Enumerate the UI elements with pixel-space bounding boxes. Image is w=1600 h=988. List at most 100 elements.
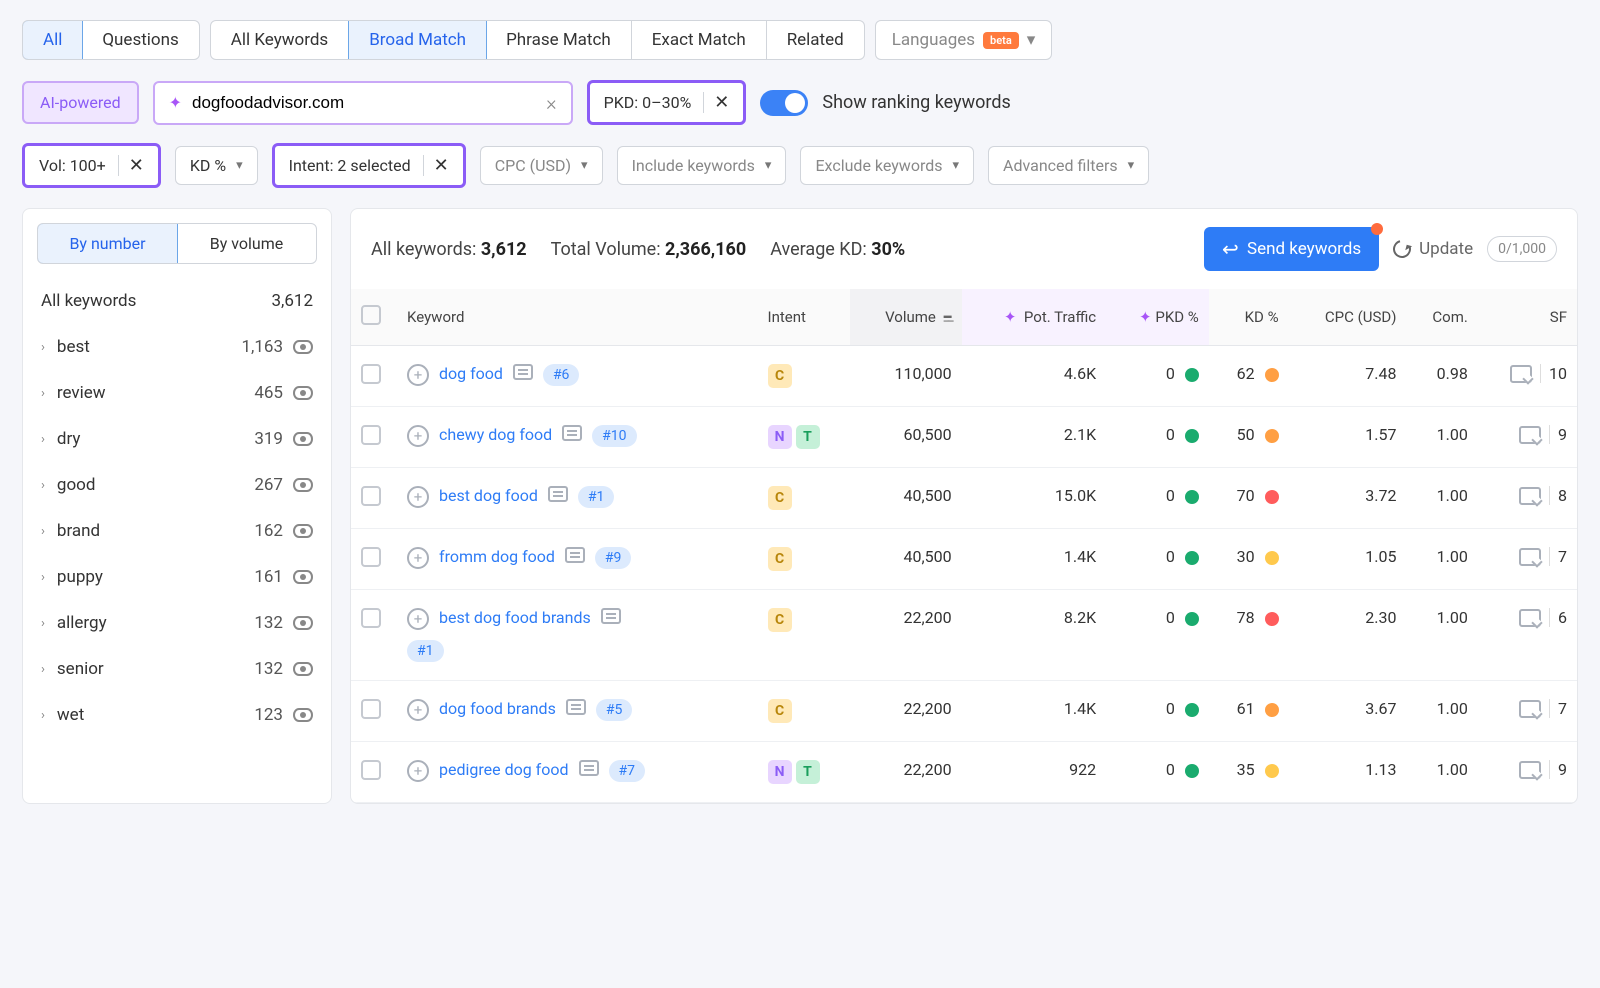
content-panel: All keywords: 3,612 Total Volume: 2,366,… [350,208,1578,804]
sidebar-item-senior[interactable]: ›senior 132 [41,646,313,692]
exclude-filter-chip[interactable]: Exclude keywords ▾ [800,146,974,185]
update-button[interactable]: Update [1393,239,1473,259]
pot-traffic-cell: 2.1K [962,407,1107,468]
keyword-link[interactable]: pedigree dog food [439,760,569,779]
serp-icon[interactable] [565,547,585,563]
expand-icon[interactable]: + [407,364,429,386]
pkd-cell: 0 [1106,681,1209,742]
keyword-link[interactable]: fromm dog food [439,547,555,566]
col-com[interactable]: Com. [1406,289,1477,346]
volume-filter-close-icon[interactable]: ✕ [118,155,144,176]
serp-features-icon[interactable] [1519,548,1541,566]
row-checkbox[interactable] [361,547,381,567]
tab-related[interactable]: Related [767,21,864,59]
tab-broad-match[interactable]: Broad Match [348,20,487,60]
sf-count: 10 [1540,364,1567,383]
sidebar-item-wet[interactable]: ›wet 123 [41,692,313,738]
eye-icon[interactable] [293,616,313,630]
sidebar-all-keywords[interactable]: All keywords 3,612 [41,278,313,324]
include-filter-chip[interactable]: Include keywords ▾ [617,146,787,185]
sidebar-item-review[interactable]: ›review 465 [41,370,313,416]
col-pkd[interactable]: ✦ PKD % [1106,289,1209,346]
expand-icon[interactable]: + [407,425,429,447]
serp-features-icon[interactable] [1519,426,1541,444]
chevron-down-icon: ▾ [581,158,588,173]
languages-dropdown[interactable]: Languages beta ▾ [875,20,1053,60]
volume-filter-chip[interactable]: Vol: 100+ ✕ [22,143,161,188]
row-checkbox[interactable] [361,425,381,445]
serp-icon[interactable] [566,699,586,715]
eye-icon[interactable] [293,386,313,400]
expand-icon[interactable]: + [407,547,429,569]
eye-icon[interactable] [293,524,313,538]
tab-all-keywords[interactable]: All Keywords [211,21,349,59]
col-kd[interactable]: KD % [1209,289,1289,346]
eye-icon[interactable] [293,340,313,354]
expand-icon[interactable]: + [407,486,429,508]
expand-icon[interactable]: + [407,608,429,630]
sidebar-item-puppy[interactable]: ›puppy 161 [41,554,313,600]
eye-icon[interactable] [293,708,313,722]
tab-all[interactable]: All [22,20,83,60]
tab-phrase-match[interactable]: Phrase Match [486,21,632,59]
intent-filter-chip[interactable]: Intent: 2 selected ✕ [272,143,466,188]
keyword-link[interactable]: best dog food [439,486,538,505]
ranking-toggle[interactable] [760,90,808,116]
cpc-filter-chip[interactable]: CPC (USD) ▾ [480,146,603,185]
eye-icon[interactable] [293,432,313,446]
keyword-link[interactable]: dog food brands [439,699,556,718]
eye-icon[interactable] [293,478,313,492]
serp-icon[interactable] [562,425,582,441]
tab-by-number[interactable]: By number [37,223,178,264]
kd-cell: 61 [1209,681,1289,742]
keyword-link[interactable]: chewy dog food [439,425,552,444]
col-keyword[interactable]: Keyword [397,289,758,346]
row-checkbox[interactable] [361,608,381,628]
serp-features-icon[interactable] [1519,700,1541,718]
sidebar-item-allergy[interactable]: ›allergy 132 [41,600,313,646]
match-type-tabs: AllQuestions All KeywordsBroad MatchPhra… [22,20,1578,60]
domain-input-wrapper[interactable]: ✦ × [153,81,573,125]
pkd-filter-close-icon[interactable]: ✕ [703,92,729,113]
col-cpc[interactable]: CPC (USD) [1289,289,1407,346]
serp-icon[interactable] [601,608,621,624]
serp-features-icon[interactable] [1519,609,1541,627]
intent-filter-close-icon[interactable]: ✕ [423,155,449,176]
col-intent[interactable]: Intent [758,289,851,346]
clear-domain-icon[interactable]: × [546,91,556,115]
send-keywords-button[interactable]: Send keywords [1204,227,1379,271]
keyword-link[interactable]: dog food [439,364,503,383]
row-checkbox[interactable] [361,486,381,506]
domain-input[interactable] [192,93,536,113]
sidebar-item-dry[interactable]: ›dry 319 [41,416,313,462]
sidebar-item-best[interactable]: ›best 1,163 [41,324,313,370]
difficulty-dot-icon [1265,429,1279,443]
col-volume[interactable]: Volume [850,289,961,346]
tab-by-volume[interactable]: By volume [177,224,316,263]
expand-icon[interactable]: + [407,760,429,782]
sidebar-item-brand[interactable]: ›brand 162 [41,508,313,554]
kd-filter-chip[interactable]: KD % ▾ [175,146,258,185]
serp-features-icon[interactable] [1519,761,1541,779]
eye-icon[interactable] [293,570,313,584]
keyword-link[interactable]: best dog food brands [439,608,591,627]
col-sf[interactable]: SF [1478,289,1577,346]
tab-questions[interactable]: Questions [82,21,198,59]
pkd-filter-chip[interactable]: PKD: 0–30% ✕ [587,80,747,125]
advanced-filter-chip[interactable]: Advanced filters ▾ [988,146,1149,185]
sidebar-item-good[interactable]: ›good 267 [41,462,313,508]
serp-icon[interactable] [579,760,599,776]
row-checkbox[interactable] [361,364,381,384]
row-checkbox[interactable] [361,699,381,719]
eye-icon[interactable] [293,662,313,676]
serp-icon[interactable] [548,486,568,502]
expand-icon[interactable]: + [407,699,429,721]
serp-features-icon[interactable] [1510,365,1532,383]
select-all-checkbox[interactable] [361,305,381,325]
serp-icon[interactable] [513,364,533,380]
col-pot-traffic[interactable]: ✦ Pot. Traffic [962,289,1107,346]
row-checkbox[interactable] [361,760,381,780]
difficulty-dot-icon [1185,490,1199,504]
tab-exact-match[interactable]: Exact Match [632,21,767,59]
serp-features-icon[interactable] [1519,487,1541,505]
